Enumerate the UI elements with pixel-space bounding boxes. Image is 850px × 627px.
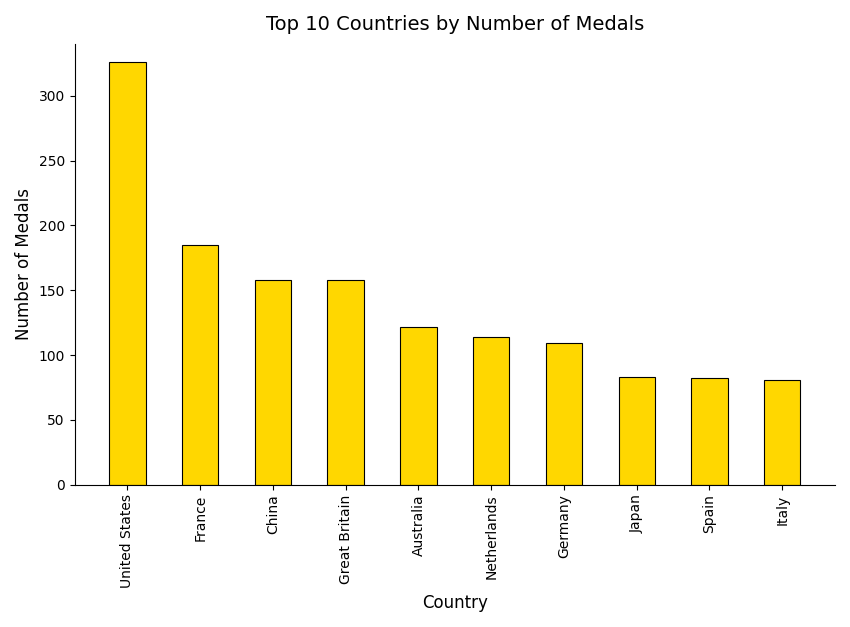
Bar <box>764 380 801 485</box>
Bar <box>619 377 654 485</box>
Bar <box>255 280 291 485</box>
Y-axis label: Number of Medals: Number of Medals <box>15 188 33 340</box>
Bar <box>182 245 218 485</box>
Bar <box>327 280 364 485</box>
Bar <box>109 62 145 485</box>
Title: Top 10 Countries by Number of Medals: Top 10 Countries by Number of Medals <box>266 15 644 34</box>
Bar <box>546 344 582 485</box>
Bar <box>400 327 437 485</box>
Bar <box>691 379 728 485</box>
Bar <box>473 337 509 485</box>
X-axis label: Country: Country <box>422 594 488 612</box>
